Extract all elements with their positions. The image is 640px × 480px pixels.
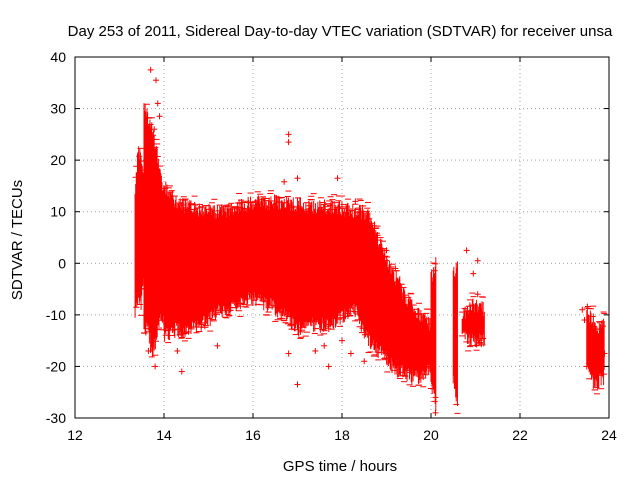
outlier-point: [463, 247, 470, 254]
y-tick-label: 30: [50, 101, 66, 117]
outlier-point: [383, 247, 390, 254]
outlier-point: [392, 358, 399, 365]
y-tick-label: 20: [50, 152, 66, 168]
outlier-point: [156, 113, 163, 120]
data-segment: [452, 261, 461, 414]
data-segment: [374, 234, 401, 378]
outlier-point: [178, 368, 185, 375]
outlier-point: [387, 332, 394, 339]
outlier-point: [352, 198, 359, 205]
outlier-point: [361, 286, 368, 293]
x-tick-label: 14: [156, 427, 172, 443]
outlier-point: [281, 178, 288, 185]
x-tick-label: 20: [423, 427, 439, 443]
outlier-point: [601, 350, 608, 357]
outlier-point: [463, 317, 470, 324]
outlier-point: [312, 347, 319, 354]
outlier-point: [294, 381, 301, 388]
data-segment: [583, 303, 608, 395]
outlier-point: [339, 337, 345, 344]
outlier-point: [154, 100, 161, 107]
outlier-point: [432, 409, 439, 416]
x-tick-label: 24: [601, 427, 617, 443]
outlier-point: [174, 347, 181, 354]
outlier-point: [145, 347, 152, 354]
y-tick-label: -20: [46, 358, 66, 374]
outlier-point: [285, 139, 292, 146]
outlier-point: [392, 265, 399, 272]
outlier-point: [214, 342, 221, 349]
x-tick-label: 18: [334, 427, 350, 443]
outlier-point: [334, 175, 341, 182]
outlier-point: [579, 306, 586, 313]
y-axis-label: SDTVAR / TECUs: [9, 180, 26, 300]
outlier-point: [147, 66, 154, 73]
outlier-point: [361, 358, 368, 365]
data-segment: [317, 194, 359, 336]
outlier-point: [476, 340, 483, 347]
x-tick-label: 12: [67, 427, 83, 443]
y-tick-label: -30: [46, 410, 66, 426]
outlier-point: [152, 363, 159, 370]
outlier-point: [432, 394, 439, 401]
data-segment: [140, 103, 166, 358]
y-tick-label: 10: [50, 204, 66, 220]
outlier-point: [581, 317, 588, 324]
data-segment: [396, 283, 434, 388]
x-tick-label: 16: [245, 427, 261, 443]
outlier-point: [151, 126, 158, 133]
x-tick-label: 22: [512, 427, 528, 443]
outlier-point: [285, 350, 292, 357]
data-segment: [228, 190, 278, 317]
data-segment: [162, 181, 234, 344]
data-points: [132, 66, 608, 416]
outlier-point: [321, 342, 328, 349]
x-axis-label: GPS time / hours: [283, 458, 397, 475]
data-segment: [428, 257, 439, 412]
data-segment: [272, 190, 321, 339]
outlier-point: [468, 322, 475, 329]
data-segment: [352, 198, 381, 358]
outlier-point: [152, 77, 159, 84]
outlier-point: [583, 363, 590, 370]
tick-labels: 12 14 16 18 20 22 24 -30 -20 -10 0 10 20 30 40: [46, 49, 617, 443]
axis-ticks: [74, 56, 610, 419]
y-tick-label: 0: [58, 255, 66, 271]
outlier-point: [347, 350, 354, 357]
outlier-point: [325, 363, 332, 370]
data-segment: [132, 146, 146, 318]
y-tick-label: -10: [46, 307, 66, 323]
data-segment: [459, 292, 487, 352]
outlier-point: [470, 270, 477, 277]
outlier-point: [474, 257, 481, 264]
outlier-point: [285, 131, 292, 138]
y-tick-label: 40: [50, 49, 66, 65]
outlier-point: [474, 291, 481, 298]
outlier-point: [294, 175, 301, 182]
outlier-point: [396, 314, 403, 321]
chart-title: Day 253 of 2011, Sidereal Day-to-day VTE…: [68, 23, 613, 40]
